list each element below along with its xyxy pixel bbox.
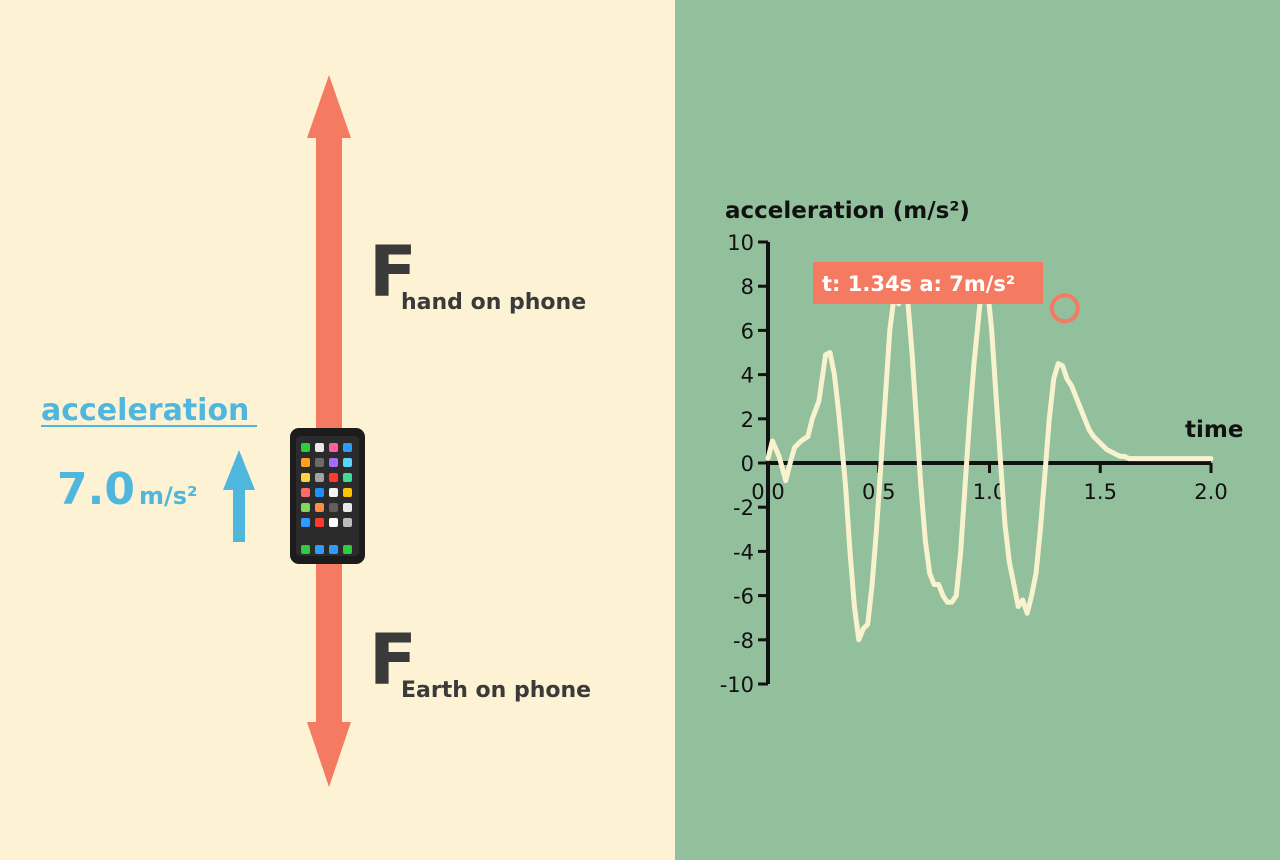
phone-dock-icon xyxy=(301,545,310,554)
free-body-diagram-panel: F hand on phone F Earth on phone acceler… xyxy=(0,0,675,860)
annotation-label-box xyxy=(813,262,1043,304)
phone-app-icon xyxy=(343,458,352,467)
phone-dock-icon xyxy=(329,545,338,554)
arrow-up-icon xyxy=(223,450,255,542)
phone-app-icon xyxy=(301,518,310,527)
right-background xyxy=(675,0,1280,860)
acceleration-graph-panel: acceleration (m/s²) time 10 8 6 4 2 0 -2 -4 -6 -8… xyxy=(675,0,1280,860)
y-tick-label: -2 xyxy=(733,496,754,520)
y-tick-label: -8 xyxy=(733,629,754,653)
phone-app-icon xyxy=(343,473,352,482)
phone-app-icon xyxy=(301,458,310,467)
chart-annotation: t: 1.34s a: 7m/s² xyxy=(813,262,1080,324)
x-axis-label: time xyxy=(1185,417,1243,443)
acceleration-unit: m/s² xyxy=(139,482,198,510)
phone-app-icon xyxy=(301,488,310,497)
phone-app-icon xyxy=(301,443,310,452)
phone-app-icon xyxy=(315,473,324,482)
phone-app-icon xyxy=(343,488,352,497)
phone-app-icon xyxy=(315,443,324,452)
x-tick-label: 1.5 xyxy=(1084,480,1117,504)
phone-app-icon xyxy=(315,518,324,527)
force-up-subscript: hand on phone xyxy=(401,290,586,315)
phone-app-icon xyxy=(329,443,338,452)
phone-app-icon xyxy=(301,473,310,482)
free-body-diagram: F hand on phone F Earth on phone acceler… xyxy=(0,0,675,860)
acceleration-value: 7.0 xyxy=(57,464,135,515)
acceleration-series-line xyxy=(765,272,1214,643)
y-tick-label: 4 xyxy=(741,364,754,388)
phone-app-icon xyxy=(343,503,352,512)
phone-app-icon xyxy=(329,473,338,482)
force-earth-on-phone-arrowhead xyxy=(307,722,351,787)
force-down-subscript: Earth on phone xyxy=(401,678,591,703)
acceleration-chart: acceleration (m/s²) time 10 8 6 4 2 0 -2 -4 -6 -8… xyxy=(675,0,1280,860)
phone-app-icon xyxy=(301,503,310,512)
force-up-symbol: F xyxy=(369,231,417,313)
y-tick-label: 6 xyxy=(741,319,754,343)
phone-dock-icon xyxy=(343,545,352,554)
phone-app-icon xyxy=(329,488,338,497)
phone-app-icon xyxy=(329,503,338,512)
annotation-marker-circle xyxy=(1049,293,1080,324)
acceleration-label: acceleration xyxy=(41,393,249,428)
phone-app-icon xyxy=(315,488,324,497)
phone-dock-icon xyxy=(315,545,324,554)
y-axis-label: acceleration (m/s²) xyxy=(725,198,970,224)
smartphone-icon xyxy=(290,428,365,564)
y-tick-label: -6 xyxy=(733,585,754,609)
annotation-label-text: t: 1.34s a: 7m/s² xyxy=(822,272,1015,296)
x-tick-label: 0.0 xyxy=(751,480,784,504)
force-hand-on-phone-arrowhead xyxy=(307,75,351,138)
chart-series xyxy=(765,272,1214,643)
x-tick-label: 2.0 xyxy=(1194,480,1227,504)
y-tick-label: 8 xyxy=(741,275,754,299)
y-tick-label: 0 xyxy=(741,452,754,476)
phone-app-icon xyxy=(329,458,338,467)
phone-app-icon xyxy=(343,443,352,452)
phone-app-icon xyxy=(329,518,338,527)
phone-app-icon xyxy=(315,503,324,512)
force-down-symbol: F xyxy=(369,619,417,701)
y-tick-label: -10 xyxy=(720,673,754,697)
phone-app-icon xyxy=(343,518,352,527)
y-tick-label: -4 xyxy=(733,540,754,564)
phone-app-icon xyxy=(315,458,324,467)
y-tick-label: 10 xyxy=(727,231,754,255)
y-tick-label: 2 xyxy=(741,408,754,432)
